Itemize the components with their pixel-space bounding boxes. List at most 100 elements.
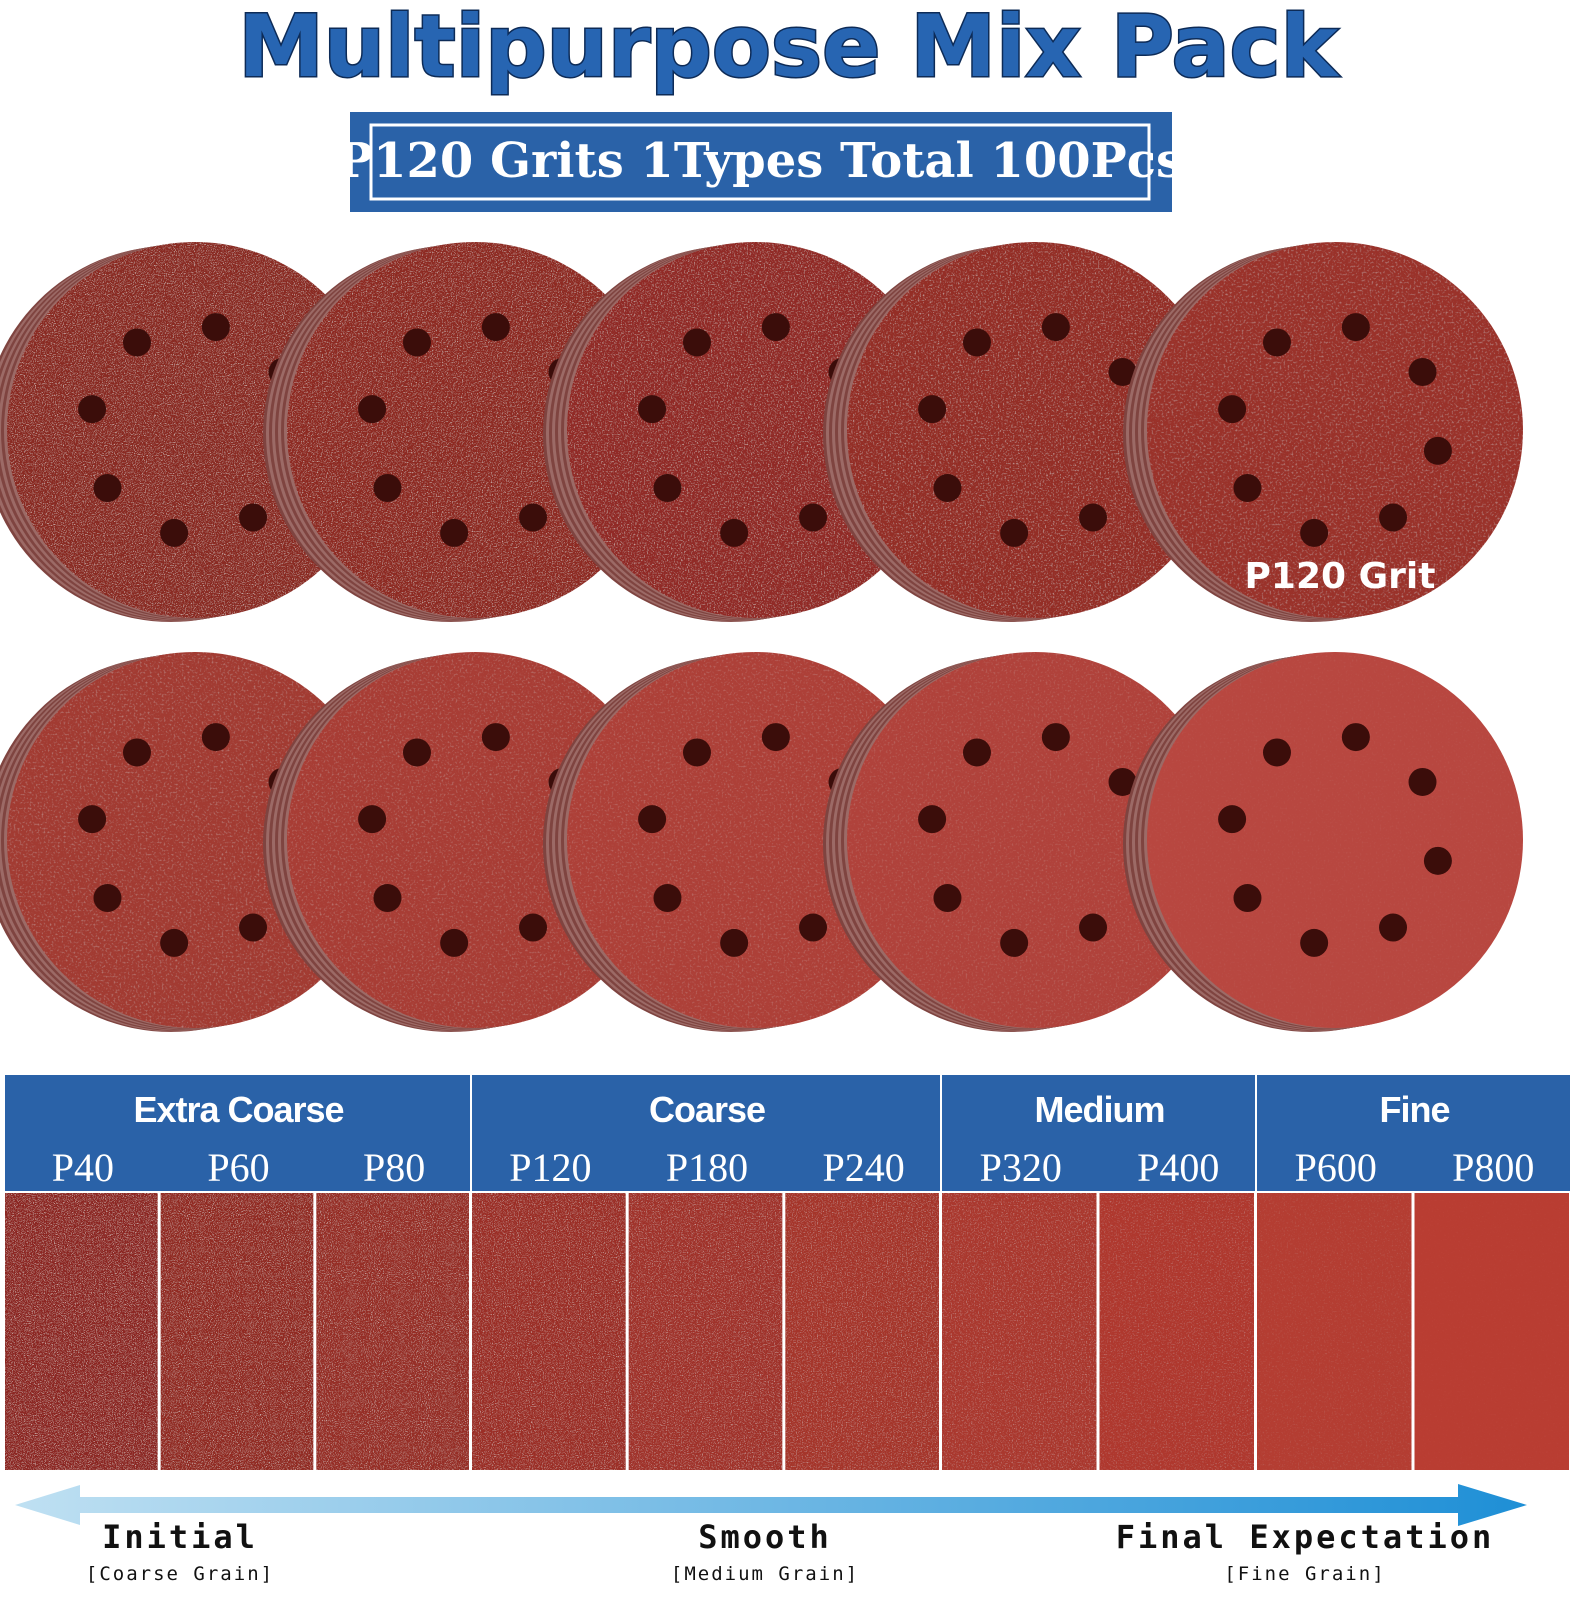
scale-note: [Medium Grain] bbox=[671, 1563, 859, 1585]
disc-hole bbox=[1341, 723, 1370, 752]
grit-swatch bbox=[1414, 1193, 1569, 1470]
group-header bbox=[1257, 1075, 1570, 1191]
disc-hole bbox=[481, 723, 510, 752]
group-name: Extra Coarse bbox=[133, 1089, 343, 1130]
disc-hole bbox=[933, 884, 962, 913]
scale-note: [Coarse Grain] bbox=[86, 1563, 274, 1585]
disc-hole bbox=[1262, 738, 1291, 767]
group-name: Medium bbox=[1034, 1089, 1164, 1130]
sanding-disc bbox=[263, 652, 663, 1032]
disc-hole bbox=[358, 805, 387, 834]
group-header bbox=[942, 1075, 1255, 1191]
disc-hole bbox=[239, 913, 268, 942]
disc-hole bbox=[1423, 846, 1452, 875]
group-name: Coarse bbox=[649, 1089, 765, 1130]
disc-hole bbox=[402, 328, 431, 357]
grit-label: P800 bbox=[1452, 1145, 1534, 1190]
sanding-disc bbox=[543, 242, 943, 622]
disc-hole bbox=[1300, 518, 1329, 547]
disc-face bbox=[1147, 652, 1523, 1028]
grit-label: P240 bbox=[823, 1145, 905, 1190]
grit-swatch bbox=[472, 1193, 626, 1470]
disc-hole bbox=[918, 805, 947, 834]
sanding-disc bbox=[823, 652, 1223, 1032]
grit-swatch bbox=[1099, 1193, 1254, 1470]
grit-swatch bbox=[316, 1193, 469, 1470]
disc-hole bbox=[1079, 913, 1108, 942]
disc-hole bbox=[78, 805, 107, 834]
disc-hole bbox=[239, 503, 268, 532]
disc-label: P120 Grit bbox=[1245, 556, 1436, 597]
disc-hole bbox=[201, 723, 230, 752]
disc-hole bbox=[799, 503, 828, 532]
disc-hole bbox=[358, 395, 387, 424]
disc-hole bbox=[761, 313, 790, 342]
disc-hole bbox=[1108, 767, 1137, 796]
disc-hole bbox=[1108, 357, 1137, 386]
group-header bbox=[472, 1075, 940, 1191]
disc-hole bbox=[440, 518, 469, 547]
disc-hole bbox=[1408, 767, 1437, 796]
disc-hole bbox=[720, 928, 749, 957]
disc-face bbox=[1147, 242, 1523, 618]
disc-hole bbox=[78, 395, 107, 424]
disc-hole bbox=[440, 928, 469, 957]
disc-hole bbox=[1233, 474, 1262, 503]
grit-label: P600 bbox=[1295, 1145, 1377, 1190]
scale-label: Smooth bbox=[698, 1518, 832, 1556]
disc-hole bbox=[1233, 884, 1262, 913]
grit-swatch bbox=[942, 1193, 1097, 1470]
disc-hole bbox=[1041, 313, 1070, 342]
grit-swatch bbox=[628, 1193, 783, 1470]
grit-label: P80 bbox=[363, 1145, 425, 1190]
disc-hole bbox=[1379, 913, 1408, 942]
disc-hole bbox=[373, 884, 402, 913]
disc-hole bbox=[962, 328, 991, 357]
sanding-disc bbox=[1123, 242, 1523, 622]
disc-hole bbox=[799, 913, 828, 942]
sanding-disc bbox=[823, 242, 1223, 622]
disc-hole bbox=[638, 805, 667, 834]
disc-hole bbox=[918, 395, 947, 424]
disc-hole bbox=[1379, 503, 1408, 532]
disc-hole bbox=[720, 518, 749, 547]
disc-hole bbox=[682, 738, 711, 767]
disc-hole bbox=[761, 723, 790, 752]
grit-label: P320 bbox=[980, 1145, 1062, 1190]
grit-label: P60 bbox=[207, 1145, 269, 1190]
disc-hole bbox=[682, 328, 711, 357]
disc-hole bbox=[93, 884, 122, 913]
badge-frame bbox=[369, 123, 1151, 201]
disc-hole bbox=[962, 738, 991, 767]
group-header bbox=[5, 1075, 470, 1191]
badge-text: P120 Grits 1Types Total 100Pcs bbox=[337, 133, 1183, 189]
scale-note: [Fine Grain] bbox=[1224, 1563, 1385, 1585]
grit-swatch bbox=[785, 1193, 939, 1470]
disc-hole bbox=[1079, 503, 1108, 532]
title: Multipurpose Mix Pack bbox=[238, 0, 1339, 97]
disc-face bbox=[847, 242, 1223, 618]
group-name: Fine bbox=[1379, 1089, 1449, 1130]
disc-hole bbox=[481, 313, 510, 342]
disc-hole bbox=[638, 395, 667, 424]
scale-label: Initial bbox=[102, 1518, 258, 1556]
disc-hole bbox=[653, 884, 682, 913]
sanding-disc bbox=[0, 242, 383, 622]
disc-hole bbox=[93, 474, 122, 503]
sanding-disc bbox=[1123, 652, 1523, 1032]
badge-box bbox=[350, 112, 1172, 212]
grit-label: P180 bbox=[666, 1145, 748, 1190]
grit-swatch bbox=[160, 1193, 314, 1470]
disc-hole bbox=[122, 738, 151, 767]
disc-hole bbox=[1262, 328, 1291, 357]
disc-hole bbox=[1000, 518, 1029, 547]
disc-face bbox=[847, 652, 1223, 1028]
disc-hole bbox=[1218, 805, 1247, 834]
disc-hole bbox=[122, 328, 151, 357]
grit-label: P40 bbox=[52, 1145, 114, 1190]
disc-hole bbox=[519, 503, 548, 532]
disc-hole bbox=[1341, 313, 1370, 342]
grit-swatch bbox=[1257, 1193, 1412, 1470]
disc-hole bbox=[373, 474, 402, 503]
